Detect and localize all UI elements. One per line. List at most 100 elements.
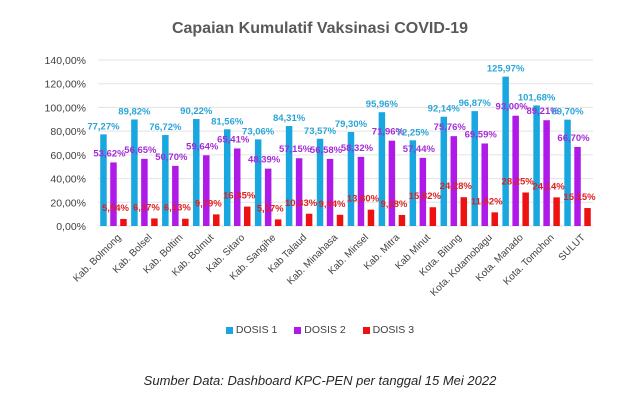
legend-item-dosis-1[interactable]: DOSIS 1	[225, 324, 277, 336]
bar-dosis-3[interactable]	[491, 212, 498, 226]
bar-dosis-2[interactable]	[388, 140, 396, 226]
bar-dosis-1[interactable]	[409, 140, 417, 226]
bar-dosis-3[interactable]	[120, 218, 127, 226]
data-label: 71,96%	[372, 127, 405, 138]
bar-dosis-1[interactable]	[100, 134, 107, 226]
data-label: 53,62%	[93, 148, 126, 159]
data-label: 66,70%	[557, 133, 590, 144]
y-tick-label: 80,00%	[50, 126, 86, 138]
data-label: 9,44%	[319, 199, 346, 210]
bar-dosis-2[interactable]	[419, 157, 427, 226]
bar-dosis-3[interactable]	[367, 209, 375, 226]
data-label: 77,27%	[87, 121, 120, 132]
legend-label: DOSIS 3	[372, 324, 415, 336]
legend-item-dosis-2[interactable]: DOSIS 2	[294, 324, 346, 336]
data-label: 57,15%	[279, 144, 312, 155]
data-label: 79,30%	[335, 119, 368, 130]
bar-dosis-2[interactable]	[512, 115, 519, 226]
bar-dosis-2[interactable]	[264, 168, 272, 226]
bar-dosis-3[interactable]	[243, 206, 251, 226]
bar-dosis-3[interactable]	[398, 214, 406, 226]
bar-dosis-1[interactable]	[131, 119, 138, 226]
data-label: 6,13%	[164, 203, 191, 214]
data-label: 125,97%	[487, 64, 525, 75]
bar-dosis-1[interactable]	[193, 119, 200, 226]
legend-item-dosis-3[interactable]: DOSIS 3	[362, 324, 415, 336]
data-label: 72,25%	[397, 127, 430, 138]
bar-dosis-1[interactable]	[564, 119, 571, 226]
data-label: 56,65%	[124, 145, 157, 156]
data-label: 89,21%	[526, 106, 559, 117]
data-label: 28,25%	[502, 177, 535, 188]
data-label: 5,94%	[102, 203, 129, 214]
bar-dosis-1[interactable]	[285, 126, 293, 226]
bar-dosis-2[interactable]	[233, 148, 241, 226]
legend-swatch-dosis-1	[225, 326, 233, 334]
data-label: 58,32%	[341, 143, 374, 154]
data-label: 57,44%	[403, 144, 436, 155]
bar-dosis-1[interactable]	[533, 105, 540, 226]
legend-swatch-dosis-3	[362, 326, 370, 334]
bar-dosis-3[interactable]	[336, 214, 344, 226]
chart-title: Capaian Kumulatif Vaksinasi COVID-19	[171, 20, 469, 37]
bar-dosis-2[interactable]	[574, 146, 581, 226]
bar-dosis-3[interactable]	[151, 218, 158, 226]
data-labels: 77,27% 53,62% 5,94% 89,82% 56,65% 6,37% 76,72%…	[87, 64, 596, 215]
bar-dosis-3[interactable]	[182, 218, 189, 226]
bar-dosis-2[interactable]	[357, 156, 365, 226]
data-label: 48,39%	[248, 155, 281, 166]
data-label: 9,28%	[380, 199, 407, 210]
bar-dosis-3[interactable]	[305, 213, 313, 226]
bar-dosis-2[interactable]	[141, 158, 148, 226]
data-label: 73,06%	[242, 126, 275, 137]
bar-dosis-3[interactable]	[584, 208, 591, 226]
bar-dosis-1[interactable]	[254, 139, 262, 226]
bar-dosis-2[interactable]	[203, 155, 210, 226]
bar-dosis-3[interactable]	[429, 207, 437, 226]
bar-dosis-2[interactable]	[481, 143, 488, 226]
data-label: 92,14%	[428, 104, 461, 115]
y-tick-label: 20,00%	[50, 197, 86, 209]
data-label: 81,56%	[211, 116, 244, 127]
data-label: 11,52%	[471, 196, 503, 207]
data-label: 90,22%	[180, 106, 213, 117]
y-axis: 0,00% 20,00% 40,00% 60,00% 80,00% 100,00% 120,…	[45, 55, 86, 233]
gridlines	[98, 59, 593, 227]
data-label: 15,15%	[563, 192, 596, 203]
bar-dosis-3[interactable]	[553, 197, 560, 226]
bar-dosis-1[interactable]	[471, 111, 478, 226]
data-label: 5,57%	[257, 203, 284, 214]
bar-dosis-3[interactable]	[213, 214, 220, 226]
bar-dosis-2[interactable]	[450, 136, 458, 226]
bar-dosis-1[interactable]	[223, 129, 231, 226]
data-label: 65,41%	[217, 134, 250, 145]
data-label: 15,82%	[409, 191, 442, 202]
bar-dosis-1[interactable]	[440, 116, 448, 226]
source-caption: Sumber Data: Dashboard KPC-PEN per tangg…	[143, 373, 497, 388]
bar-dosis-2[interactable]	[110, 162, 117, 226]
bar-dosis-1[interactable]	[502, 76, 509, 226]
bar-dosis-2[interactable]	[295, 158, 303, 226]
bar-dosis-1[interactable]	[316, 138, 324, 226]
bar-dosis-3[interactable]	[460, 197, 468, 226]
data-label: 9,79%	[195, 198, 222, 209]
bar-dosis-1[interactable]	[347, 131, 355, 226]
y-tick-label: 140,00%	[45, 55, 86, 67]
y-tick-label: 60,00%	[50, 150, 86, 162]
bar-dosis-3[interactable]	[274, 219, 282, 226]
bar-dosis-1[interactable]	[378, 112, 386, 226]
data-label: 13,80%	[347, 194, 380, 205]
bar-dosis-3[interactable]	[522, 192, 529, 226]
data-label: 95,96%	[366, 99, 399, 110]
y-tick-label: 100,00%	[45, 102, 86, 114]
bar-dosis-2[interactable]	[172, 165, 179, 226]
y-tick-label: 0,00%	[56, 221, 86, 233]
bar-dosis-2[interactable]	[326, 158, 334, 226]
bar-dosis-2[interactable]	[543, 120, 550, 226]
bar-dosis-1[interactable]	[162, 135, 169, 226]
legend-swatch-dosis-2	[294, 326, 302, 334]
data-label: 89,82%	[118, 106, 151, 117]
x-tick-label: Kab. Bolmong	[71, 232, 123, 284]
